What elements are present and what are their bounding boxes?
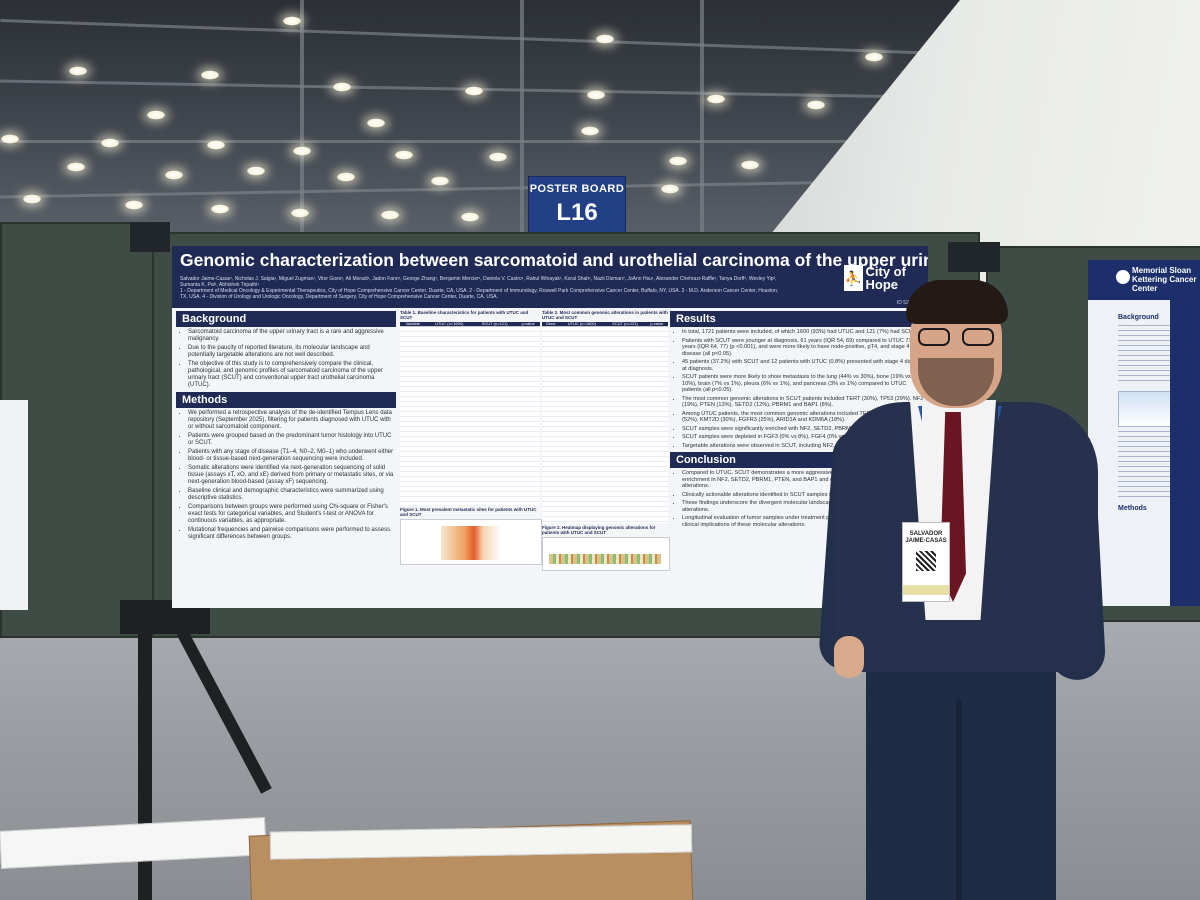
badge-name: SALVADOR JAIME-CASAS <box>905 531 947 544</box>
panel-joint <box>948 242 1000 272</box>
results-item: In total, 1721 patients were included, o… <box>682 329 924 336</box>
affiliations: 1 - Department of Medical Oncology & Exp… <box>180 288 779 300</box>
background-list: Sarcomatoid carcinoma of the upper urina… <box>176 329 396 389</box>
results-item: SCUT samples were significantly enriched… <box>682 426 924 433</box>
qr-code-icon <box>916 551 936 571</box>
right-poster: Memorial Sloan Kettering Cancer Center B… <box>1088 260 1200 606</box>
table1-header: Variable <box>400 322 426 327</box>
main-poster: Genomic characterization between sarcoma… <box>172 246 928 608</box>
poster-authors: Salvador Jaime-Casas¹, Nicholas J. Salgi… <box>180 276 780 300</box>
methods-item: Mutational frequencies and pairwise comp… <box>188 527 396 541</box>
table2-header: Gene <box>542 322 560 327</box>
figure2 <box>542 537 670 571</box>
sign-number: L16 <box>556 199 598 226</box>
results-list: In total, 1721 patients were included, o… <box>670 329 924 449</box>
table1-body <box>400 327 540 505</box>
people-icon: ⛹ <box>844 265 863 291</box>
methods-item: Baseline clinical and demographic charac… <box>188 488 396 502</box>
results-item: Targetable alterations were observed in … <box>682 443 924 450</box>
methods-heading: Methods <box>176 392 396 408</box>
figure1-caption: Figure 1. Most prevalent metastatic site… <box>400 507 537 517</box>
background-item: The objective of this study is to compre… <box>188 361 396 389</box>
conclusion-item: Longitudinal evaluation of tumor samples… <box>682 515 924 528</box>
poster-column-1: Background Sarcomatoid carcinoma of the … <box>176 308 396 608</box>
right-poster-sidebar <box>1170 300 1200 606</box>
poster-column-3: Table 2. Most common genomic alterations… <box>542 308 670 608</box>
conclusion-item: Compared to UTUC, SCUT demonstrates a mo… <box>682 470 924 490</box>
methods-item: We performed a retrospective analysis of… <box>188 410 396 431</box>
right-poster-methods-heading: Methods <box>1118 505 1147 512</box>
background-heading: Background <box>176 311 396 327</box>
table1-header: UTUC (n=1600) <box>425 322 473 327</box>
results-item: SCUT patients were more likely to show m… <box>682 374 924 394</box>
methods-list: We performed a retrospective analysis of… <box>176 410 396 541</box>
panel-joint <box>130 222 170 252</box>
results-item: Among UTUC patients, the most common gen… <box>682 411 924 424</box>
table2-header: UTUC (n=1600) <box>559 322 605 327</box>
right-poster-background-heading: Background <box>1118 314 1159 321</box>
figure1-heatmap <box>441 526 501 560</box>
figure2-heatmap <box>549 554 661 564</box>
results-item: 45 patients (37.2%) with SCUT and 12 pat… <box>682 359 924 372</box>
table1-header: SCUT (n=121) <box>472 322 517 327</box>
table2-header: p-value <box>645 322 668 327</box>
poster-header: Genomic characterization between sarcoma… <box>172 246 928 308</box>
table2-body <box>542 327 668 523</box>
name-badge: SALVADOR JAIME-CASAS <box>902 522 950 602</box>
right-poster-header: Memorial Sloan Kettering Cancer Center <box>1088 260 1200 300</box>
table2-caption: Table 2. Most common genomic alterations… <box>542 310 668 320</box>
table1-header: p-value <box>516 322 540 327</box>
results-heading: Results <box>670 311 924 327</box>
sign-label: POSTER BOARD <box>529 183 625 195</box>
city-of-hope-logo: ⛹ City of Hope <box>844 260 920 296</box>
trouser-gap <box>956 700 962 900</box>
table1: Variable UTUC (n=1600) SCUT (n=121) p-va… <box>400 322 540 327</box>
methods-item: Comparisons between groups were performe… <box>188 504 396 525</box>
figure2-caption: Figure 2. Heatmap displaying genomic alt… <box>542 525 656 535</box>
methods-item: Patients with any stage of disease (T1–4… <box>188 449 396 463</box>
left-poster-edge <box>0 400 28 610</box>
methods-item: Patients were grouped based on the predo… <box>188 433 396 447</box>
presenter: SALVADOR JAIME-CASAS <box>817 280 1107 900</box>
poster-title: Genomic characterization between sarcoma… <box>180 250 928 270</box>
table1-caption: Table 1. Baseline characteristics for pa… <box>400 310 529 320</box>
background-item: Sarcomatoid carcinoma of the upper urina… <box>188 329 396 343</box>
conclusion-item: Clinically actionable alterations identi… <box>682 492 924 499</box>
poster-column-4: Results In total, 1721 patients were inc… <box>670 308 924 608</box>
logo-text: City of Hope <box>865 264 906 292</box>
results-item: The most common genomic alterations in S… <box>682 396 924 409</box>
glasses-icon <box>918 328 996 346</box>
methods-item: Somatic alterations were identified via … <box>188 465 396 486</box>
background-item: Due to the paucity of reported literatur… <box>188 345 396 359</box>
conclusion-list: Compared to UTUC, SCUT demonstrates a mo… <box>670 470 924 528</box>
conclusion-item: These findings underscore the divergent … <box>682 500 924 513</box>
figure1 <box>400 519 542 565</box>
right-poster-logo-text: Memorial Sloan Kettering Cancer Center <box>1132 266 1197 293</box>
author-list: Salvador Jaime-Casas¹, Nicholas J. Salgi… <box>180 276 777 288</box>
left-hand <box>834 636 864 678</box>
results-item: SCUT samples were depleted in FGF3 (0% v… <box>682 434 924 441</box>
table2: Gene UTUC (n=1600) SCUT (n=121) p-value <box>542 322 668 327</box>
table2-header: SCUT (n=121) <box>604 322 646 327</box>
poster-column-2: Table 1. Baseline characteristics for pa… <box>400 308 542 608</box>
badge-strip <box>903 585 949 595</box>
hair <box>906 280 1008 324</box>
results-item: Patients with SCUT were younger at diagn… <box>682 338 924 358</box>
msk-logo-icon <box>1116 270 1130 284</box>
